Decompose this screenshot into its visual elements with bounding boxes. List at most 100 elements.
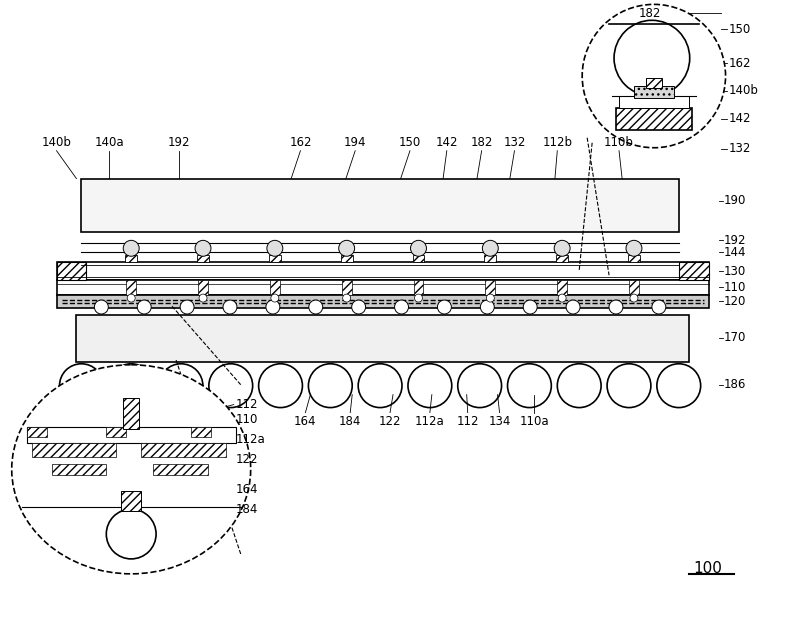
Circle shape [458,364,502,408]
Bar [26,428,236,443]
Text: 112a: 112a [236,433,266,446]
Bar [122,491,141,511]
Bar [556,255,568,262]
Bar [484,255,496,262]
Circle shape [110,364,153,408]
Circle shape [309,300,322,314]
Bar [123,398,139,429]
Circle shape [558,364,601,408]
Circle shape [342,294,350,302]
Bar [77,315,689,362]
Circle shape [59,364,103,408]
Circle shape [480,300,494,314]
Bar [57,295,709,308]
Text: 162: 162 [289,135,312,149]
Text: 110: 110 [723,281,746,293]
Bar [126,280,136,295]
Circle shape [223,300,237,314]
Circle shape [123,240,139,256]
Circle shape [138,300,151,314]
Text: 100: 100 [694,561,722,576]
Bar [32,443,116,457]
Text: 132: 132 [503,135,526,149]
Text: 140b: 140b [42,135,71,149]
Circle shape [609,300,623,314]
Text: 182: 182 [639,7,662,20]
Circle shape [127,294,135,302]
Bar [646,78,662,88]
Text: 132: 132 [729,142,751,155]
Text: 186: 186 [723,378,746,391]
Bar [191,428,211,438]
Text: 110: 110 [236,413,258,426]
Bar [26,428,46,438]
Bar [629,280,639,295]
Circle shape [159,364,203,408]
Circle shape [199,294,207,302]
Bar [628,255,640,262]
Circle shape [258,364,302,408]
Bar [270,280,280,295]
Bar [51,465,106,475]
Text: 112a: 112a [415,414,445,428]
Circle shape [414,294,422,302]
Bar [557,280,567,295]
Bar [198,280,208,295]
Circle shape [394,300,409,314]
Bar [126,255,137,262]
Circle shape [180,300,194,314]
Circle shape [657,364,701,408]
Circle shape [614,20,690,96]
Circle shape [626,240,642,256]
Text: 192: 192 [168,135,190,149]
Circle shape [507,364,551,408]
Circle shape [209,364,253,408]
Text: 194: 194 [344,135,366,149]
Circle shape [358,364,402,408]
Circle shape [94,300,108,314]
Circle shape [267,240,283,256]
Circle shape [486,294,494,302]
Text: 162: 162 [729,56,751,70]
Ellipse shape [12,365,250,574]
Text: 120: 120 [723,295,746,308]
Bar [57,280,709,295]
Circle shape [106,509,156,559]
Circle shape [482,240,498,256]
Bar [616,108,692,130]
Text: 112b: 112b [542,135,572,149]
Bar [269,255,281,262]
Circle shape [607,364,651,408]
Text: 122: 122 [236,453,258,466]
Text: 112: 112 [236,398,258,411]
Circle shape [338,240,354,256]
Text: 192: 192 [723,234,746,247]
Text: 150: 150 [729,23,750,36]
Text: 144: 144 [723,246,746,259]
Circle shape [271,294,279,302]
Text: 184: 184 [339,414,362,428]
Text: 110a: 110a [519,414,550,428]
Text: 140a: 140a [94,135,124,149]
Text: 134: 134 [488,414,510,428]
Text: 170: 170 [723,332,746,344]
Circle shape [352,300,366,314]
Text: 122: 122 [378,414,402,428]
Bar [486,280,495,295]
Bar [57,262,86,280]
Text: 130: 130 [723,265,746,278]
Bar [106,428,126,438]
Circle shape [652,300,666,314]
Bar [414,280,423,295]
Circle shape [582,4,726,148]
Circle shape [566,300,580,314]
Circle shape [266,300,280,314]
Circle shape [309,364,352,408]
Bar [141,443,226,457]
Circle shape [195,240,211,256]
Circle shape [554,240,570,256]
Bar [153,465,208,475]
Bar [342,280,352,295]
Text: 112: 112 [457,414,479,428]
Bar [678,262,709,280]
